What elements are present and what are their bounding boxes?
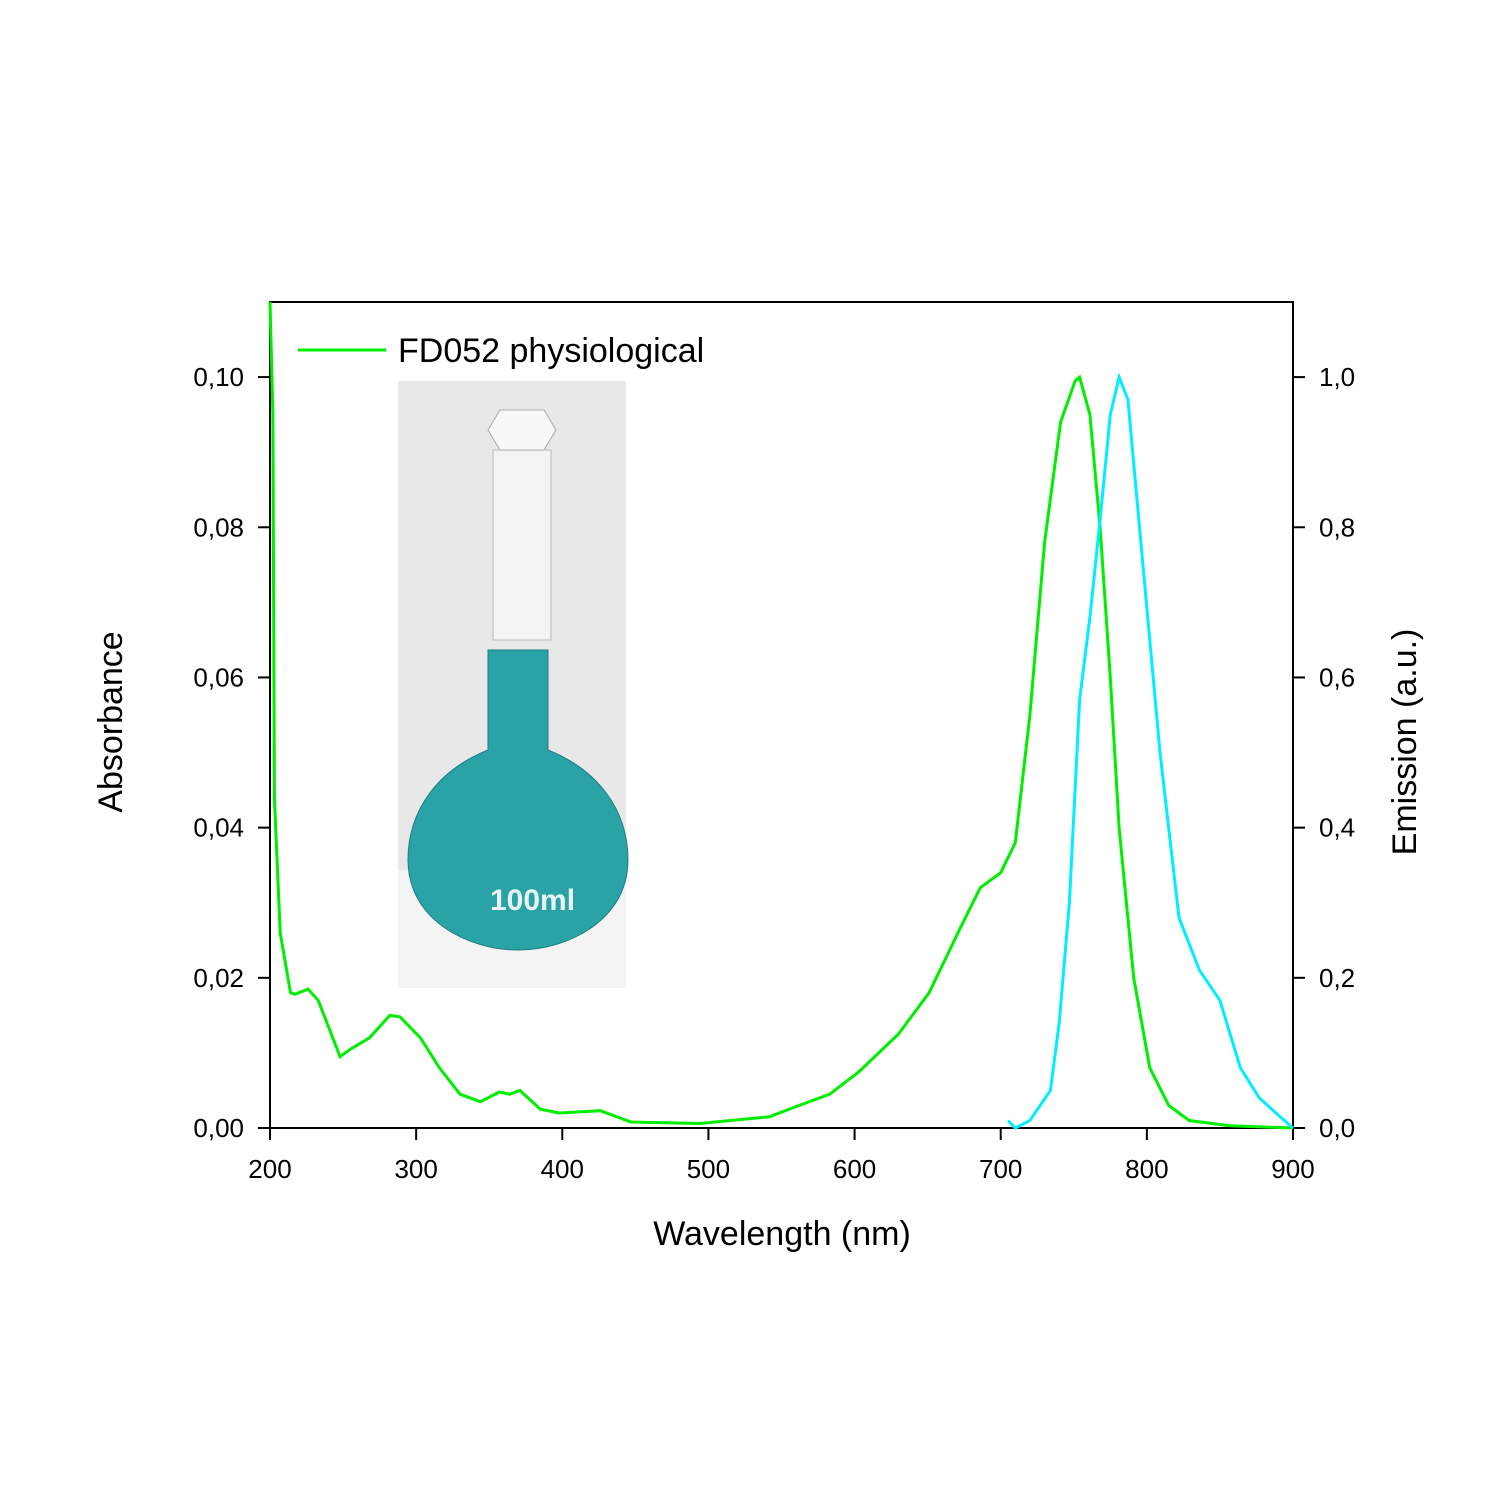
y2-tick-label: 0,8	[1319, 512, 1355, 542]
y-tick-label: 0,10	[193, 362, 244, 392]
y2-tick-label: 1,0	[1319, 362, 1355, 392]
legend-label: FD052 physiological	[398, 332, 704, 370]
y2-tick-label: 0,6	[1319, 662, 1355, 692]
x-tick-label: 900	[1271, 1154, 1314, 1184]
x-tick-label: 700	[979, 1154, 1022, 1184]
data-line	[268, 301, 1294, 1130]
svg-text:100ml: 100ml	[490, 884, 575, 917]
y2-axis-label: Emission (a.u.)	[1386, 629, 1424, 856]
inset-photo: 100ml	[398, 381, 629, 988]
y-tick-label: 0,06	[193, 662, 244, 692]
x-tick-label: 500	[687, 1154, 730, 1184]
x-tick-label: 400	[541, 1154, 584, 1184]
x-axis-label: Wavelength (nm)	[653, 1215, 911, 1253]
y2-tick-label: 0,4	[1319, 813, 1355, 843]
y2-tick-label: 0,0	[1319, 1113, 1355, 1143]
y-tick-label: 0,04	[193, 813, 244, 843]
x-tick-label: 800	[1125, 1154, 1168, 1184]
x-tick-label: 200	[248, 1154, 291, 1184]
data-line	[1006, 372, 1294, 1130]
y-axis-label: Absorbance	[92, 631, 130, 812]
plot-frame	[269, 301, 1294, 1129]
y-tick-label: 0,08	[193, 512, 244, 542]
y2-tick-label: 0,2	[1319, 963, 1355, 993]
x-tick-label: 300	[394, 1154, 437, 1184]
y-tick-label: 0,00	[193, 1113, 244, 1143]
x-tick-label: 600	[833, 1154, 876, 1184]
y-tick-label: 0,02	[193, 963, 244, 993]
